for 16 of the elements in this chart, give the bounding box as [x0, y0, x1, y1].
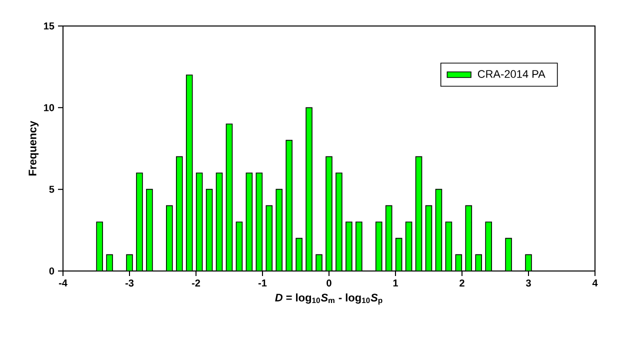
x-tick-label: 0 [326, 280, 332, 287]
legend-label: CRA-2014 PA [478, 70, 546, 78]
x-tick-label: 1 [393, 280, 398, 286]
y-tick-label: 10 [44, 104, 54, 112]
x-tick-label: -4 [58, 280, 68, 286]
x-tick-label: -2 [192, 280, 200, 286]
x-tick-label: 4 [592, 280, 598, 286]
x-tick-label: -3 [125, 280, 134, 287]
x-tick-label: 3 [526, 280, 531, 287]
x-tick-label: 2 [460, 280, 464, 286]
y-axis-title: Frequency [28, 120, 39, 176]
y-tick-label: 5 [49, 186, 54, 193]
y-tick-label: 15 [44, 22, 54, 30]
x-tick-label: -1 [258, 280, 267, 286]
text: D = log$_{10}$S$_{m}$ - log$_{10}$S$_{p}$ [275, 293, 382, 305]
y-tick-label: 0 [49, 267, 54, 275]
